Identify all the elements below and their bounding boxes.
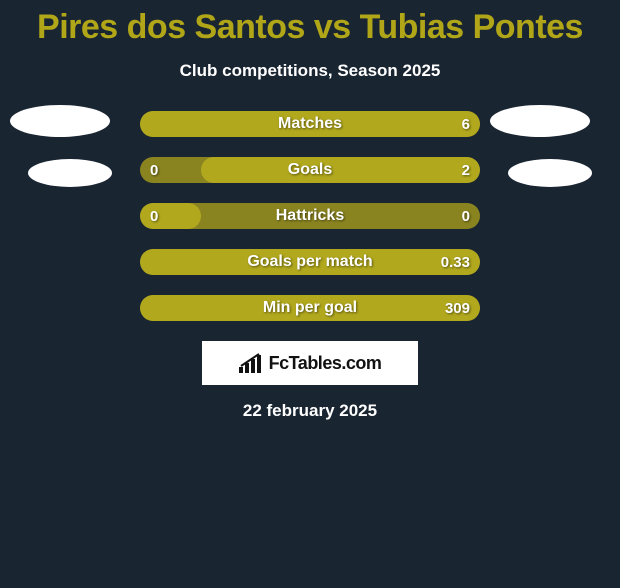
page-title: Pires dos Santos vs Tubias Pontes — [0, 8, 620, 47]
stat-value-right: 309 — [445, 295, 470, 321]
stat-row: 0Hattricks0 — [140, 203, 480, 229]
logo-text: FcTables.com — [269, 353, 382, 374]
decorative-ellipse-2 — [490, 105, 590, 137]
stat-value-right: 0.33 — [441, 249, 470, 275]
stat-value-right: 2 — [462, 157, 470, 183]
stat-row: Min per goal309 — [140, 295, 480, 321]
stat-row: Goals per match0.33 — [140, 249, 480, 275]
subtitle: Club competitions, Season 2025 — [0, 61, 620, 81]
stat-value-left: 0 — [150, 157, 158, 183]
stat-row: 0Goals2 — [140, 157, 480, 183]
site-logo: FcTables.com — [202, 341, 418, 385]
decorative-ellipse-0 — [10, 105, 110, 137]
stat-fill — [201, 157, 480, 183]
stat-fill — [140, 295, 480, 321]
stat-fill — [140, 249, 480, 275]
stat-value-right: 6 — [462, 111, 470, 137]
stat-rows: Matches6 0Goals2 0Hattricks0 Goals per matc… — [140, 111, 480, 321]
decorative-ellipse-1 — [28, 159, 112, 187]
date-label: 22 february 2025 — [0, 401, 620, 421]
stat-value-left: 0 — [150, 203, 158, 229]
stat-value-right: 0 — [462, 203, 470, 229]
decorative-ellipse-3 — [508, 159, 592, 187]
comparison-canvas: Matches6 0Goals2 0Hattricks0 Goals per matc… — [0, 111, 620, 321]
stat-fill — [140, 111, 480, 137]
stat-row: Matches6 — [140, 111, 480, 137]
chart-icon — [239, 353, 263, 373]
